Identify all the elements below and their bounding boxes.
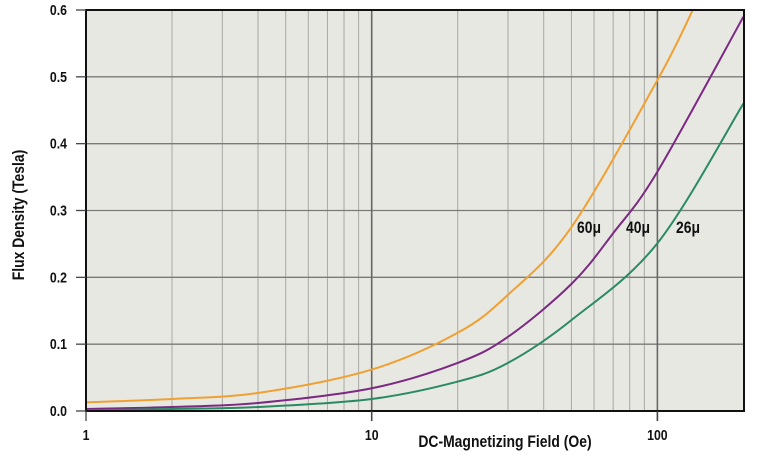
- x-tick-label: 1: [83, 427, 90, 443]
- x-axis-label: DC-Magnetizing Field (Oe): [418, 433, 591, 452]
- y-tick-label: 0.1: [50, 336, 67, 352]
- series-label: 60μ: [577, 219, 601, 238]
- series-line-60u: [86, 10, 694, 404]
- series-labels: 60μ 40μ 26μ: [577, 219, 700, 238]
- y-tick-label: 0.3: [50, 202, 67, 218]
- grid: [85, 9, 744, 421]
- y-axis-label: Flux Density (Tesla): [10, 150, 29, 281]
- series-label: 26μ: [676, 219, 700, 238]
- series-line-26u: [86, 103, 744, 411]
- y-tick-label: 0.5: [50, 69, 67, 85]
- y-tick-label: 0.6: [50, 2, 67, 18]
- series-lines: [86, 10, 744, 411]
- series-label: 40μ: [626, 219, 650, 238]
- series-line-40u: [86, 16, 744, 410]
- y-tick-label: 0.2: [50, 269, 67, 285]
- x-tick-label: 100: [647, 427, 668, 443]
- y-tick-label: 0.4: [50, 136, 67, 152]
- axis-ticks: 0.0 0.1 0.2 0.3 0.4 0.5 0.6 1 10 100: [50, 2, 668, 443]
- x-tick-label: 10: [365, 427, 379, 443]
- y-tick-label: 0.0: [50, 403, 67, 419]
